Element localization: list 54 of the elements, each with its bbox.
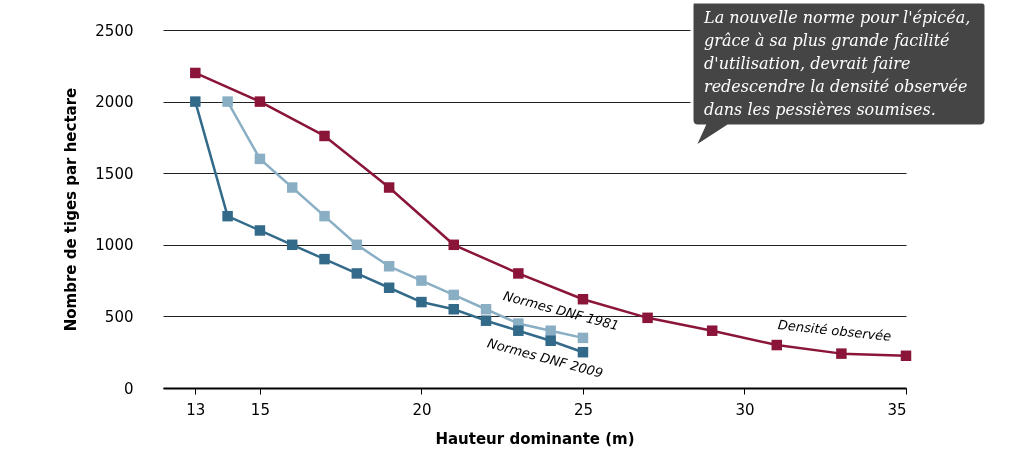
x-tick-label: 15: [250, 400, 270, 419]
y-tick-label: 0: [123, 379, 134, 398]
point: [383, 261, 395, 272]
point: [480, 315, 492, 326]
x-tick-label: 25: [573, 400, 593, 419]
y-tick-label: 2000: [95, 93, 134, 112]
point: [448, 239, 459, 251]
point: [448, 289, 459, 301]
x-axis-title: Hauteur dominante (m): [435, 429, 635, 448]
point: [383, 282, 395, 293]
point: [351, 268, 363, 279]
y-tick-label: 500: [104, 307, 134, 326]
point: [771, 339, 783, 351]
x-tick-label: 13: [186, 400, 206, 419]
y-tick-label: 1000: [95, 236, 134, 255]
text: Normes DNF 2009: [485, 335, 605, 381]
point: [254, 96, 266, 107]
point: [642, 312, 653, 324]
y-tick-label: 2500: [95, 21, 134, 40]
point: [545, 335, 556, 346]
point: [254, 153, 266, 165]
point: [577, 332, 589, 344]
point: [286, 239, 298, 251]
annotation: La nouvelle norme pour l'épicéa, grâce à sa plus grande facilité d'utilisation, devrait faire redescendre la densité observée dans les pessières soumises.: [704, 7, 972, 121]
point: [319, 253, 330, 265]
text: Normes DNF 1981: [501, 288, 621, 334]
point: [900, 350, 912, 362]
point: [577, 346, 589, 358]
point: [222, 96, 233, 107]
x-tick-label: 20: [412, 400, 432, 419]
y-axis-title: Nombre de tiges par hectare: [62, 87, 81, 332]
point: [254, 225, 266, 236]
point: [836, 348, 847, 359]
point: [513, 325, 524, 336]
point: [480, 304, 492, 315]
point: [416, 296, 427, 308]
point: [577, 293, 589, 305]
y-tick-label: 1500: [95, 164, 134, 183]
x-tick-label: 35: [887, 400, 907, 419]
point: [416, 275, 427, 286]
point: [319, 210, 330, 222]
point: [351, 239, 363, 251]
x-tick-label: 30: [735, 400, 755, 419]
point: [383, 182, 395, 193]
point: [545, 325, 556, 336]
text: Densité observée: [777, 317, 893, 344]
point: [513, 268, 524, 279]
point: [222, 210, 233, 222]
point: [706, 325, 718, 336]
point: [448, 304, 459, 315]
point: [319, 130, 330, 142]
point: [190, 67, 201, 79]
point: [286, 182, 298, 193]
point: [190, 96, 201, 107]
